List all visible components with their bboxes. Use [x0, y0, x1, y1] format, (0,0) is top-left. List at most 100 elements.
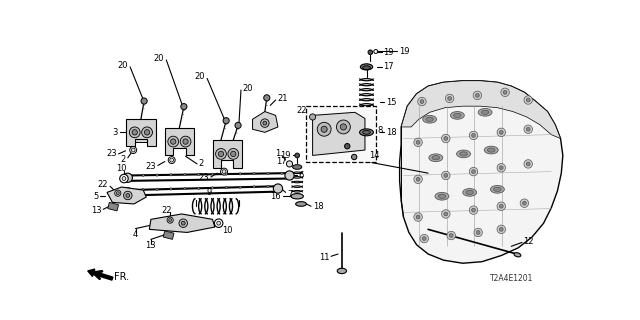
Circle shape: [183, 139, 188, 144]
Circle shape: [181, 221, 185, 225]
Circle shape: [497, 128, 506, 137]
Ellipse shape: [478, 108, 492, 116]
Circle shape: [317, 122, 331, 136]
Circle shape: [340, 124, 346, 130]
Ellipse shape: [488, 148, 495, 152]
Circle shape: [267, 185, 269, 188]
Circle shape: [444, 173, 448, 177]
Ellipse shape: [438, 194, 446, 198]
Circle shape: [211, 187, 214, 189]
Circle shape: [130, 128, 139, 137]
Circle shape: [225, 173, 227, 175]
Circle shape: [374, 50, 378, 53]
Circle shape: [526, 127, 530, 131]
Circle shape: [253, 172, 255, 175]
Circle shape: [123, 188, 132, 197]
Circle shape: [167, 217, 173, 223]
Ellipse shape: [292, 165, 302, 169]
Circle shape: [474, 228, 483, 237]
Circle shape: [130, 147, 137, 154]
Ellipse shape: [451, 112, 464, 119]
Text: 10: 10: [116, 164, 127, 173]
Circle shape: [444, 137, 448, 140]
Text: 5: 5: [93, 192, 99, 201]
Circle shape: [170, 174, 172, 176]
Text: 7: 7: [287, 190, 292, 199]
Circle shape: [287, 161, 292, 167]
Text: 17: 17: [276, 157, 287, 166]
Circle shape: [228, 148, 239, 159]
Circle shape: [416, 177, 420, 181]
Text: 23: 23: [199, 173, 209, 182]
Circle shape: [179, 219, 188, 228]
Circle shape: [129, 127, 140, 138]
Circle shape: [124, 191, 132, 200]
Ellipse shape: [463, 188, 477, 196]
Circle shape: [351, 154, 357, 160]
Text: 21: 21: [277, 94, 288, 103]
Circle shape: [180, 136, 191, 147]
Circle shape: [524, 96, 532, 104]
Circle shape: [418, 97, 426, 106]
Circle shape: [526, 162, 530, 166]
Circle shape: [123, 173, 132, 182]
Circle shape: [473, 91, 482, 100]
Text: 16: 16: [271, 192, 281, 201]
Circle shape: [449, 234, 453, 237]
Circle shape: [122, 177, 126, 180]
Text: 15: 15: [386, 98, 396, 107]
Circle shape: [472, 133, 476, 137]
Circle shape: [522, 201, 526, 205]
Circle shape: [503, 90, 507, 94]
Text: 8: 8: [378, 126, 383, 135]
Circle shape: [239, 173, 241, 175]
Ellipse shape: [296, 202, 307, 206]
Circle shape: [198, 187, 200, 189]
Circle shape: [420, 234, 429, 243]
Ellipse shape: [432, 156, 440, 160]
Text: 17: 17: [383, 62, 394, 71]
Circle shape: [414, 138, 422, 147]
Circle shape: [368, 50, 372, 55]
Circle shape: [141, 98, 147, 104]
Text: 9: 9: [206, 188, 211, 197]
Text: 10: 10: [221, 227, 232, 236]
Text: 19: 19: [280, 151, 291, 160]
Ellipse shape: [360, 64, 372, 70]
Text: 1: 1: [275, 149, 280, 158]
Circle shape: [499, 204, 503, 208]
Ellipse shape: [363, 131, 371, 134]
Circle shape: [520, 199, 529, 207]
Circle shape: [281, 172, 283, 174]
Circle shape: [420, 100, 424, 103]
Circle shape: [170, 139, 176, 144]
Text: 23: 23: [106, 149, 117, 158]
Text: 20: 20: [243, 84, 253, 93]
Circle shape: [444, 212, 448, 216]
Circle shape: [216, 148, 227, 159]
Circle shape: [499, 228, 503, 231]
Circle shape: [168, 136, 179, 147]
Text: 13: 13: [145, 241, 156, 250]
Circle shape: [143, 128, 152, 137]
Circle shape: [235, 122, 241, 128]
Circle shape: [126, 194, 130, 197]
Circle shape: [526, 98, 530, 102]
Circle shape: [524, 125, 532, 133]
Circle shape: [184, 188, 186, 190]
Circle shape: [263, 121, 267, 125]
Ellipse shape: [426, 117, 433, 121]
Circle shape: [469, 167, 478, 176]
Circle shape: [422, 237, 426, 241]
Polygon shape: [108, 203, 118, 211]
Circle shape: [524, 160, 532, 168]
Circle shape: [142, 188, 145, 191]
Circle shape: [442, 210, 450, 218]
Circle shape: [497, 202, 506, 211]
Circle shape: [472, 208, 476, 212]
Circle shape: [337, 120, 350, 134]
Polygon shape: [399, 81, 563, 263]
Circle shape: [239, 186, 241, 188]
Text: 14: 14: [369, 151, 380, 160]
Circle shape: [222, 170, 226, 173]
